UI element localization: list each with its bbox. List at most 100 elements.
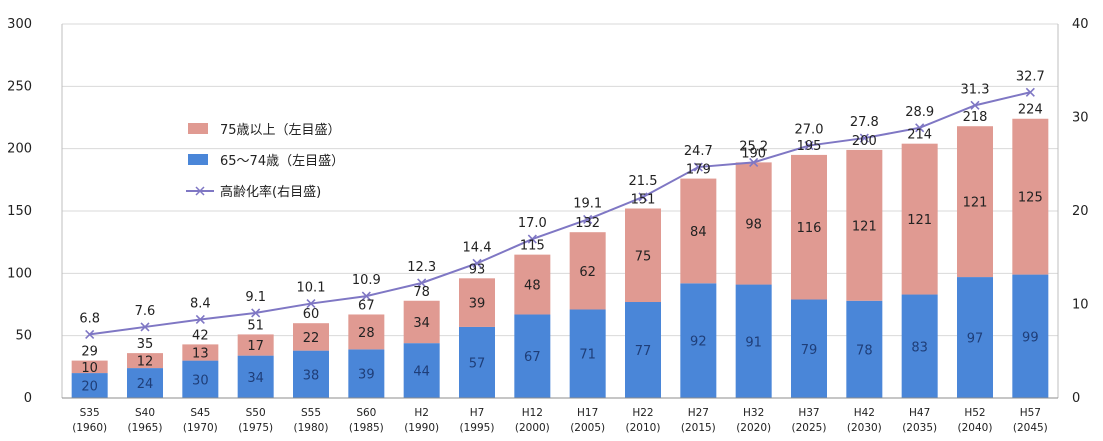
x-tick-label: H17	[577, 407, 598, 419]
bar-75-plus	[127, 353, 163, 369]
bar-total-label: 115	[520, 239, 545, 254]
bar-65-74	[348, 349, 385, 398]
y-left-tick-label: 150	[7, 204, 32, 219]
x-tick-label: H27	[688, 407, 709, 419]
y-left-tick-label: 100	[7, 266, 32, 281]
bar-65-74	[901, 294, 938, 398]
bar-75-plus	[514, 254, 551, 315]
bar-total-label: 42	[192, 328, 209, 343]
bar-65-74-label: 67	[524, 350, 541, 365]
rate-value-label: 6.8	[79, 311, 100, 326]
x-tick-label: H12	[522, 407, 543, 419]
x-tick-label: H32	[743, 407, 764, 419]
rate-marker	[361, 291, 371, 301]
x-tick-year-label: (2035)	[902, 422, 937, 434]
bar-75-plus	[1012, 118, 1049, 275]
bar-total-label: 179	[686, 163, 711, 178]
bar-65-74	[791, 299, 827, 398]
x-tick-year-label: (1980)	[294, 422, 329, 434]
bar-75-plus	[625, 208, 661, 303]
x-tick-year-label: (1960)	[72, 422, 107, 434]
rate-value-label: 24.7	[684, 144, 713, 159]
x-tick-year-label: (2045)	[1013, 422, 1048, 434]
x-tick-label: S50	[246, 407, 266, 419]
rate-marker	[583, 214, 593, 224]
bar-75-plus-label: 121	[852, 219, 877, 234]
legend-label: 75歳以上（左目盛）	[220, 123, 341, 138]
bar-65-74-label: 78	[856, 343, 873, 358]
bar-75-plus	[569, 232, 606, 310]
bar-65-74	[569, 309, 606, 398]
y-right-tick-label: 10	[1072, 298, 1089, 313]
bar-65-74-label: 92	[690, 335, 707, 350]
bar-75-plus	[791, 154, 827, 300]
bar-65-74-label: 38	[303, 368, 320, 383]
bar-65-74-label: 24	[137, 377, 154, 392]
rate-marker	[251, 308, 261, 318]
rate-value-label: 17.0	[518, 216, 547, 231]
rate-line	[85, 87, 1035, 339]
bar-total-label: 195	[797, 139, 822, 154]
bar-65-74	[293, 350, 329, 398]
x-tick-label: H7	[470, 407, 485, 419]
bar-75-plus-label: 121	[963, 196, 988, 211]
bar-65-74	[237, 355, 274, 398]
bar-75-plus	[237, 334, 274, 356]
bar-65-74	[680, 283, 717, 398]
rate-line-path	[89, 91, 1031, 336]
x-tick-year-label: (1970)	[183, 422, 218, 434]
bar-75-plus-label: 121	[907, 213, 932, 228]
rate-marker	[749, 157, 759, 167]
rate-marker	[804, 140, 814, 151]
bar-75-plus-label: 22	[303, 331, 320, 346]
rate-marker	[638, 192, 648, 202]
bar-65-74-label: 91	[745, 335, 762, 350]
bar-65-74-label: 57	[469, 356, 486, 371]
rate-marker	[693, 162, 703, 172]
bar-75-plus	[680, 178, 717, 284]
bar-65-74-label: 44	[413, 365, 430, 380]
x-tick-label: H37	[798, 407, 819, 419]
axes: 0 50 100 150 200 250 300 0 10 20 30 40 S35 (1960) S40 (…	[7, 17, 1088, 434]
bar-75-plus-label: 62	[579, 265, 596, 280]
bar-total-label: 60	[303, 307, 320, 322]
y-right-tick-label: 0	[1072, 391, 1080, 406]
bar-75-plus-label: 98	[745, 217, 762, 232]
bar-total-label: 35	[137, 337, 154, 352]
bar-total-label: 51	[247, 318, 264, 333]
bar-75-plus-label: 12	[137, 355, 154, 370]
bar-65-74	[459, 326, 495, 398]
bar-75-plus	[735, 162, 772, 285]
legend-marker	[195, 186, 205, 196]
bar-total-label: 93	[469, 262, 486, 277]
bar-75-plus-label: 75	[635, 249, 652, 264]
bar-total-label: 214	[907, 128, 932, 143]
legend-label: 高齢化率(右目盛)	[220, 184, 321, 200]
bar-65-74	[957, 277, 993, 398]
bar-65-74	[735, 284, 772, 398]
bar-75-plus-label: 48	[524, 279, 541, 294]
bar-75-plus	[403, 300, 440, 344]
rate-value-label: 19.1	[573, 196, 602, 211]
bar-65-74-label: 99	[1022, 330, 1039, 345]
rate-marker	[140, 322, 150, 332]
bar-65-74-label: 39	[358, 368, 375, 383]
bar-total-label: 218	[963, 110, 988, 125]
bar-75-plus	[901, 143, 938, 295]
rate-value-label: 25.2	[739, 139, 768, 154]
bar-65-74	[1012, 274, 1049, 398]
rate-marker	[915, 123, 925, 133]
rate-value-label: 27.0	[795, 123, 824, 138]
gridlines	[62, 23, 1058, 337]
legend-label: 65～74歳（左目盛）	[220, 154, 344, 169]
bar-75-plus	[846, 149, 883, 301]
legend-swatch	[188, 123, 208, 134]
y-right-tick-label: 20	[1072, 204, 1089, 219]
bar-total-label: 132	[575, 216, 600, 231]
x-tick-label: S40	[135, 407, 155, 419]
x-tick-label: H42	[854, 407, 875, 419]
y-left-tick-label: 250	[7, 79, 32, 94]
